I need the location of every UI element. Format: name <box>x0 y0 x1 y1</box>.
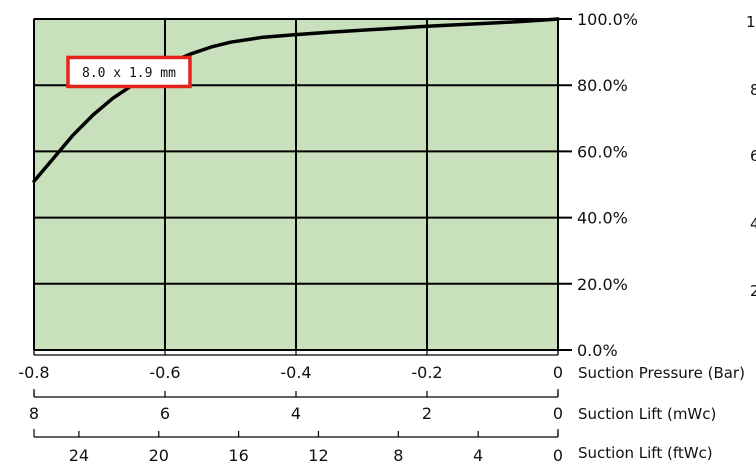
partial-edge-label: 8 <box>750 81 756 99</box>
x-tick-label: 0 <box>553 404 563 423</box>
partial-edge-label: 6 <box>750 147 756 165</box>
x-tick-label: 0 <box>553 363 563 382</box>
annotations: 8.0 x 1.9 mm <box>66 55 192 89</box>
partial-edge-label: 4 <box>750 215 756 233</box>
x-tick-label: 24 <box>69 446 89 465</box>
annotation-label: 8.0 x 1.9 mm <box>82 66 176 81</box>
axes: 0.0% 20.0% 40.0% 60.0% 80.0% 100.0% -0.8 -0.6 -0… <box>18 10 745 465</box>
x-axis-title: Suction Pressure (Bar) <box>578 364 745 382</box>
x-tick-label: -0.4 <box>280 363 311 382</box>
x-tick-label: 16 <box>228 446 248 465</box>
annotation-box <box>66 55 192 89</box>
partial-labels: 1 8 6 4 2 <box>746 13 756 300</box>
partial-edge-label: 1 <box>746 13 756 31</box>
x-tick-label: 2 <box>422 404 432 423</box>
partial-edge-label: 2 <box>750 282 756 300</box>
x-tick-label: 0 <box>553 446 563 465</box>
y-tick-label: 0.0% <box>577 341 618 360</box>
x-tick-label: 8 <box>393 446 403 465</box>
x-axis-title: Suction Lift (ftWc) <box>578 444 713 462</box>
x-tick-label: 20 <box>149 446 169 465</box>
x-tick-label: 12 <box>308 446 328 465</box>
x-tick-label: 4 <box>291 404 301 423</box>
y-tick-label: 80.0% <box>577 76 628 95</box>
y-tick-label: 40.0% <box>577 209 628 228</box>
y-tick-label: 60.0% <box>577 142 628 161</box>
y-tick-label: 100.0% <box>577 10 638 29</box>
series-line <box>32 17 560 183</box>
x-tick-label: -0.6 <box>149 363 180 382</box>
x-tick-label: 4 <box>473 446 483 465</box>
x-tick-label: 6 <box>160 404 170 423</box>
x-axis-title: Suction Lift (mWc) <box>578 405 716 423</box>
x-tick-label: -0.8 <box>18 363 49 382</box>
x-tick-label: 8 <box>29 404 39 423</box>
y-tick-label: 20.0% <box>577 275 628 294</box>
x-tick-label: -0.2 <box>411 363 442 382</box>
